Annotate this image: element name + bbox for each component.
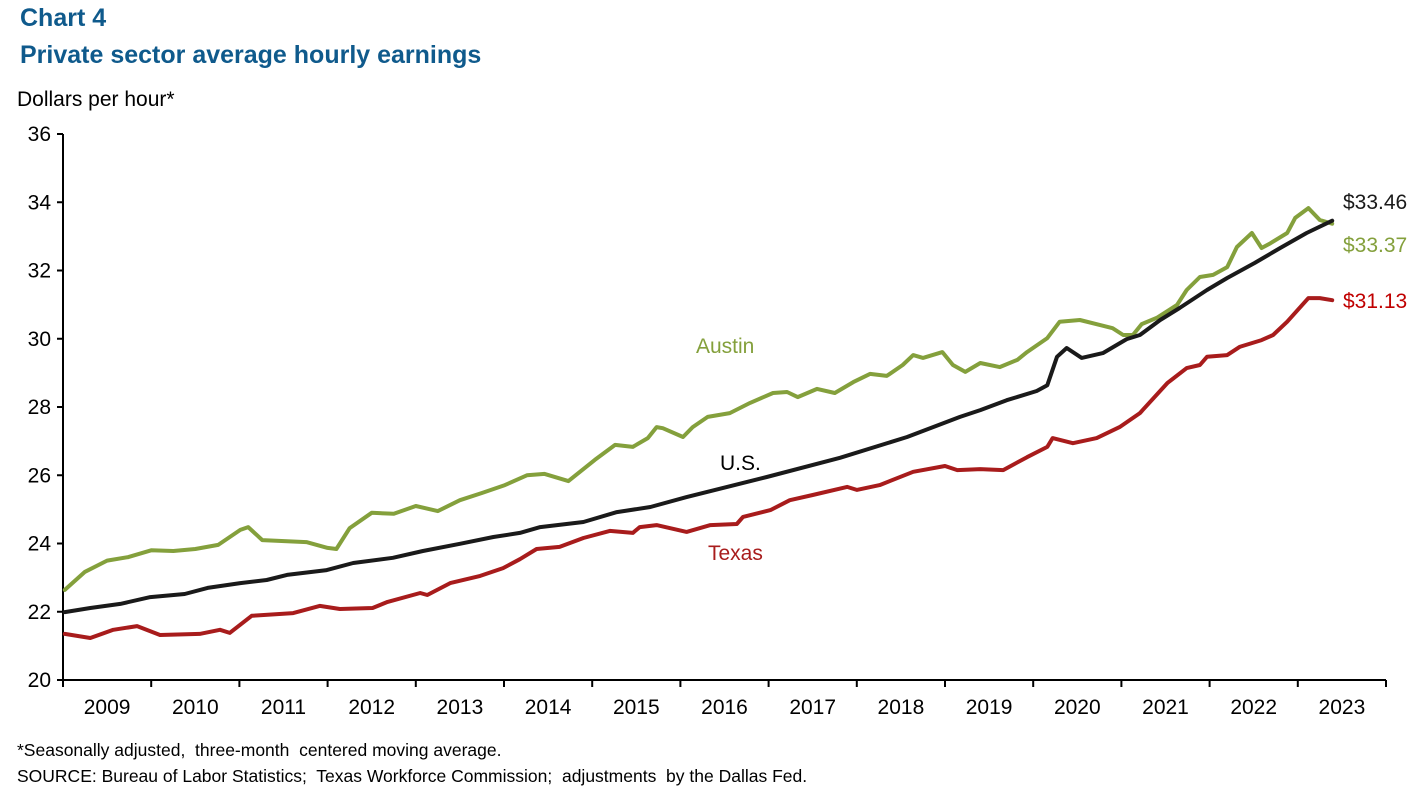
annotation-austin: Austin — [696, 335, 754, 358]
footnote: *Seasonally adjusted, three-month center… — [17, 740, 501, 760]
y-axis-label: Dollars per hour* — [17, 88, 175, 111]
x-tick-label: 2011 — [261, 696, 306, 719]
end-label-texas: $31.13 — [1343, 290, 1407, 313]
chart-title: Chart 4 — [20, 4, 106, 32]
source-note: SOURCE: Bureau of Labor Statistics; Texa… — [17, 766, 807, 786]
x-tick-label: 2018 — [878, 696, 925, 719]
end-label-austin: $33.37 — [1343, 234, 1407, 257]
end-label-us: $33.46 — [1343, 191, 1407, 214]
series-lines — [62, 206, 1335, 640]
x-tick-label: 2012 — [348, 696, 395, 719]
chart-subtitle: Private sector average hourly earnings — [20, 41, 481, 69]
x-tick-label: 2022 — [1230, 696, 1277, 719]
x-tick-label: 2009 — [84, 696, 131, 719]
x-tick-label: 2016 — [701, 696, 748, 719]
y-tick-label: 24 — [28, 533, 52, 556]
y-tick-label: 20 — [28, 669, 51, 692]
annotation-us: U.S. — [720, 452, 761, 475]
x-tick-label: 2015 — [613, 696, 660, 719]
x-tick-label: 2021 — [1142, 696, 1189, 719]
y-tick-label: 32 — [28, 260, 51, 283]
x-tick-label: 2013 — [437, 696, 484, 719]
y-tick-label: 26 — [28, 464, 51, 487]
x-tick-label: 2023 — [1319, 696, 1366, 719]
x-tick-label: 2010 — [172, 696, 219, 719]
series-line-austin — [62, 206, 1335, 592]
annotation-texas: Texas — [708, 542, 763, 565]
series-line-texas — [62, 296, 1335, 640]
x-tick-label: 2020 — [1054, 696, 1101, 719]
y-tick-label: 22 — [28, 601, 51, 624]
y-tick-label: 30 — [28, 328, 51, 351]
series-line-us — [62, 218, 1335, 615]
x-tick-label: 2014 — [525, 696, 572, 719]
y-tick-label: 36 — [28, 123, 51, 146]
x-tick-label: 2019 — [966, 696, 1013, 719]
y-tick-label: 34 — [28, 191, 52, 214]
y-tick-label: 28 — [28, 396, 51, 419]
x-tick-label: 2017 — [789, 696, 836, 719]
